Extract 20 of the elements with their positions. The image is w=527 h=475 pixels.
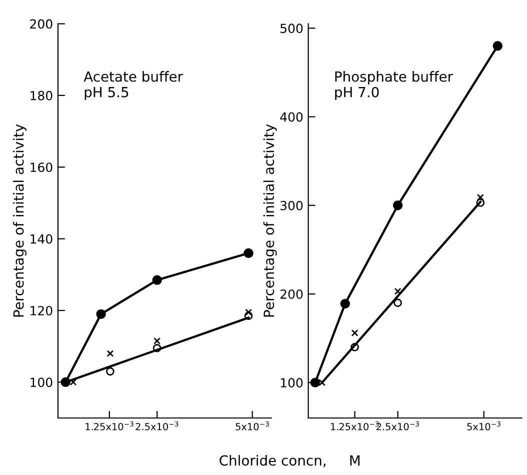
y-axis-title: Percentage of initial activity bbox=[13, 124, 26, 317]
y-tick-label: 100 bbox=[280, 378, 303, 388]
y-tick-label: 100 bbox=[30, 378, 52, 388]
x-tick-label: 2.5x10$^{−3}$ bbox=[136, 421, 178, 430]
y-tick-label: 200 bbox=[280, 289, 303, 299]
y-tick-label: 180 bbox=[30, 90, 52, 100]
x-tick-label: 5x10$^{−3}$ bbox=[467, 421, 500, 430]
y-tick-label: 400 bbox=[280, 112, 303, 122]
y-tick-label: 120 bbox=[30, 306, 52, 316]
y-axis-title: Percentage of initial activity bbox=[263, 124, 277, 317]
y-tick-label: 500 bbox=[280, 24, 303, 34]
y-tick-label: 300 bbox=[280, 200, 303, 210]
annotation: Phosphate buffer pH 7.0 bbox=[335, 71, 454, 100]
y-tick-label: 140 bbox=[30, 234, 52, 244]
y-tick-label: 200 bbox=[30, 19, 52, 29]
annotation: Acetate buffer pH 5.5 bbox=[84, 71, 184, 100]
x-axis-title: Chloride concn, M bbox=[220, 454, 360, 468]
x-tick-label: 5x10$^{−3}$ bbox=[236, 421, 269, 430]
y-tick-label: 160 bbox=[30, 162, 52, 172]
x-tick-label: 1.25x10$^{−3}$ bbox=[86, 421, 134, 430]
